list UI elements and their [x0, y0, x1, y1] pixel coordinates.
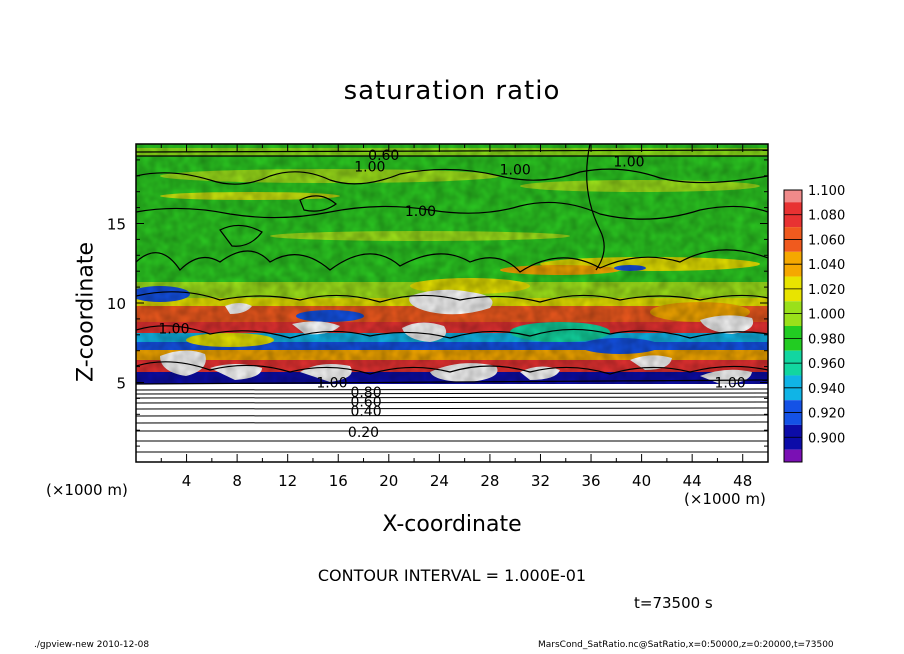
- contour-line: [136, 325, 768, 339]
- contour-label: 1.00: [316, 376, 347, 392]
- colorbar-label: 1.060: [808, 233, 845, 248]
- y-axis-label: Z-coordinate: [73, 242, 99, 382]
- contour-line: [136, 149, 768, 153]
- colorbar-label: 0.980: [808, 332, 845, 347]
- chart-title: saturation ratio: [343, 76, 561, 106]
- x-tick-label: 36: [581, 472, 600, 490]
- x-tick-label: 8: [232, 472, 242, 490]
- contour-line: [586, 144, 605, 271]
- contour-lines: [136, 144, 768, 385]
- contour-line: [136, 249, 768, 273]
- contour-interval-label: CONTOUR INTERVAL = 1.000E-01: [317, 566, 587, 585]
- contour-label: 0.80: [350, 385, 381, 401]
- contour-line: [135, 401, 769, 404]
- colorbar-label: 0.920: [808, 407, 845, 422]
- footer-program-info: ./gpview-new 2010-12-08: [34, 640, 150, 650]
- x-tick-label: 40: [632, 472, 651, 490]
- y-axis: 5 10 15: [107, 159, 768, 447]
- colorbar-label: 1.000: [808, 308, 845, 323]
- x-tick-label: 32: [531, 472, 550, 490]
- contour-line: [135, 407, 769, 410]
- colorbar-label: 0.960: [808, 357, 845, 372]
- x-axis-label: X-coordinate: [382, 512, 522, 537]
- contour-line: [299, 195, 337, 212]
- x-tick-label: 20: [379, 472, 398, 490]
- x-tick-label: 28: [480, 472, 499, 490]
- contour-line: [136, 201, 768, 220]
- contour-label: 0.60: [350, 395, 381, 411]
- contour-line: [136, 361, 768, 375]
- contour-label: 1.00: [405, 204, 436, 220]
- x-axis-units: (×1000 m): [684, 490, 766, 508]
- time-label: t=73500 s: [634, 594, 713, 612]
- contour-label: 0.40: [350, 404, 381, 420]
- colorbar-label: 1.020: [808, 283, 845, 298]
- saturation-field: [136, 144, 768, 462]
- colorbar-label: 0.940: [808, 382, 845, 397]
- contour-line: [136, 379, 768, 385]
- contour-label: 1.00: [714, 376, 745, 392]
- x-axis: 4 8 12 16 20 24 28 32 36 40 44 48: [160, 144, 752, 490]
- x-tick-label: 12: [278, 472, 297, 490]
- x-tick-label: 24: [430, 472, 449, 490]
- x-tick-label: 44: [683, 472, 702, 490]
- colorbar-swatch: [784, 190, 802, 205]
- contour-labels: 1.00 1.00 1.000.601.001.001.000.800.600.40…: [158, 148, 745, 441]
- contour-label: 1.00: [158, 321, 189, 337]
- contour-label: 1.00: [500, 162, 531, 178]
- contour-label: 0.60: [368, 148, 399, 164]
- colorbar: 1.100 1.080 1.060 1.040 1.020 1.000 0.980 0.960…: [783, 184, 845, 463]
- lower-contour-lines: [135, 388, 769, 453]
- colorbar-label: 1.040: [808, 258, 845, 273]
- y-tick-label: 5: [116, 375, 126, 393]
- contour-line: [135, 388, 769, 391]
- contour-line: [135, 396, 769, 399]
- colorbar-label: 0.900: [808, 431, 845, 446]
- contour-line: [135, 421, 769, 424]
- x-tick-label: 4: [182, 472, 192, 490]
- x-tick-label: 16: [329, 472, 348, 490]
- contour-label: 1.00: [613, 154, 644, 170]
- colorbar-swatch: [784, 449, 802, 462]
- contour-line: [135, 392, 769, 395]
- contour-line: [136, 291, 768, 303]
- y-tick-label: 15: [107, 216, 126, 234]
- contour-line: [136, 168, 768, 185]
- colorbar-label: 1.100: [808, 184, 845, 199]
- z-axis-units: (×1000 m): [46, 481, 128, 499]
- colorbar-label: 1.080: [808, 209, 845, 224]
- contour-line: [135, 414, 769, 417]
- y-tick-label: 10: [107, 295, 126, 313]
- x-tick-label: 48: [733, 472, 752, 490]
- footer-file-info: MarsCond_SatRatio.nc@SatRatio,x=0:50000,…: [538, 640, 834, 650]
- contour-label: 1.00: [354, 159, 385, 175]
- contour-line: [219, 224, 263, 247]
- contour-label: 0.20: [348, 425, 379, 441]
